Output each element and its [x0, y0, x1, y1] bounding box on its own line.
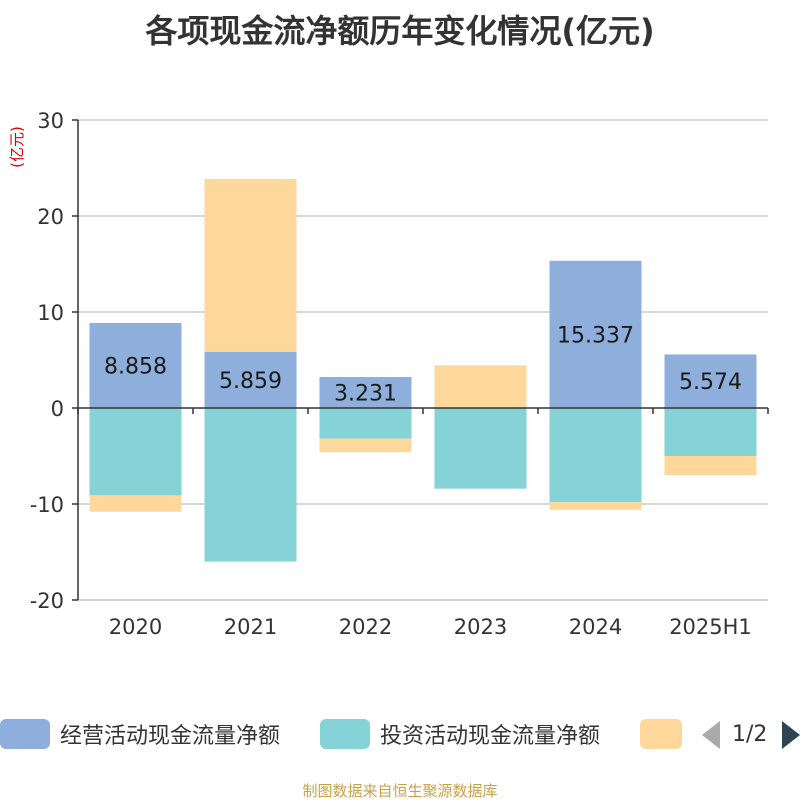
bar-2022-series-1[interactable]: [320, 408, 412, 439]
y-tick-label: -20: [30, 589, 64, 613]
y-tick-label: 10: [37, 301, 64, 325]
y-axis-unit-label: (亿元): [8, 126, 26, 168]
bar-2023-series-2[interactable]: [435, 365, 527, 407]
y-tick-label: 20: [37, 205, 64, 229]
data-label-2024: 15.337: [557, 323, 634, 348]
bar-2021-series-2[interactable]: [205, 179, 297, 352]
legend-item-investing[interactable]: 投资活动现金流量净额: [320, 718, 600, 750]
bar-2024-series-1[interactable]: [550, 408, 642, 502]
legend-swatch-financing: [640, 719, 682, 749]
legend-label-investing: 投资活动现金流量净额: [380, 718, 600, 750]
x-tick-label: 2023: [454, 615, 507, 639]
bar-2025H1-series-1[interactable]: [665, 408, 757, 456]
bar-2020-series-1[interactable]: [90, 408, 182, 495]
x-tick-label: 2021: [224, 615, 277, 639]
x-tick-label: 2022: [339, 615, 392, 639]
data-label-2022: 3.231: [334, 381, 397, 406]
legend-swatch-operating: [0, 719, 50, 749]
x-tick-label: 2025H1: [669, 615, 752, 639]
x-tick-label: 2020: [109, 615, 162, 639]
data-label-2020: 8.858: [104, 354, 167, 379]
data-label-2025H1: 5.574: [679, 370, 742, 395]
data-labels: 8.858 5.859 3.231 15.337 5.574: [104, 323, 742, 406]
legend-prev-page-icon[interactable]: [702, 721, 720, 749]
y-tick-label: 30: [37, 109, 64, 133]
legend-next-page-icon[interactable]: [782, 721, 800, 749]
legend-page-indicator: 1/2: [732, 718, 767, 750]
bar-2020-series-2[interactable]: [90, 495, 182, 511]
legend-item-operating[interactable]: 经营活动现金流量净额: [0, 718, 280, 750]
bar-2023-series-1[interactable]: [435, 408, 527, 489]
bar-2025H1-series-2[interactable]: [665, 456, 757, 475]
legend-swatch-investing: [320, 719, 370, 749]
bar-2022-series-2[interactable]: [320, 439, 412, 452]
y-tick-label: 0: [51, 397, 64, 421]
bar-2021-series-1[interactable]: [205, 408, 297, 562]
legend-item-financing[interactable]: [640, 718, 692, 750]
data-source-footer: 制图数据来自恒生聚源数据库: [0, 780, 800, 801]
legend-page-text: 1/2: [732, 722, 767, 747]
legend-label-operating: 经营活动现金流量净额: [60, 718, 280, 750]
data-label-2021: 5.859: [219, 369, 282, 394]
y-tick-label: -10: [30, 493, 64, 517]
x-tick-label: 2024: [569, 615, 622, 639]
bar-2024-series-2[interactable]: [550, 502, 642, 510]
